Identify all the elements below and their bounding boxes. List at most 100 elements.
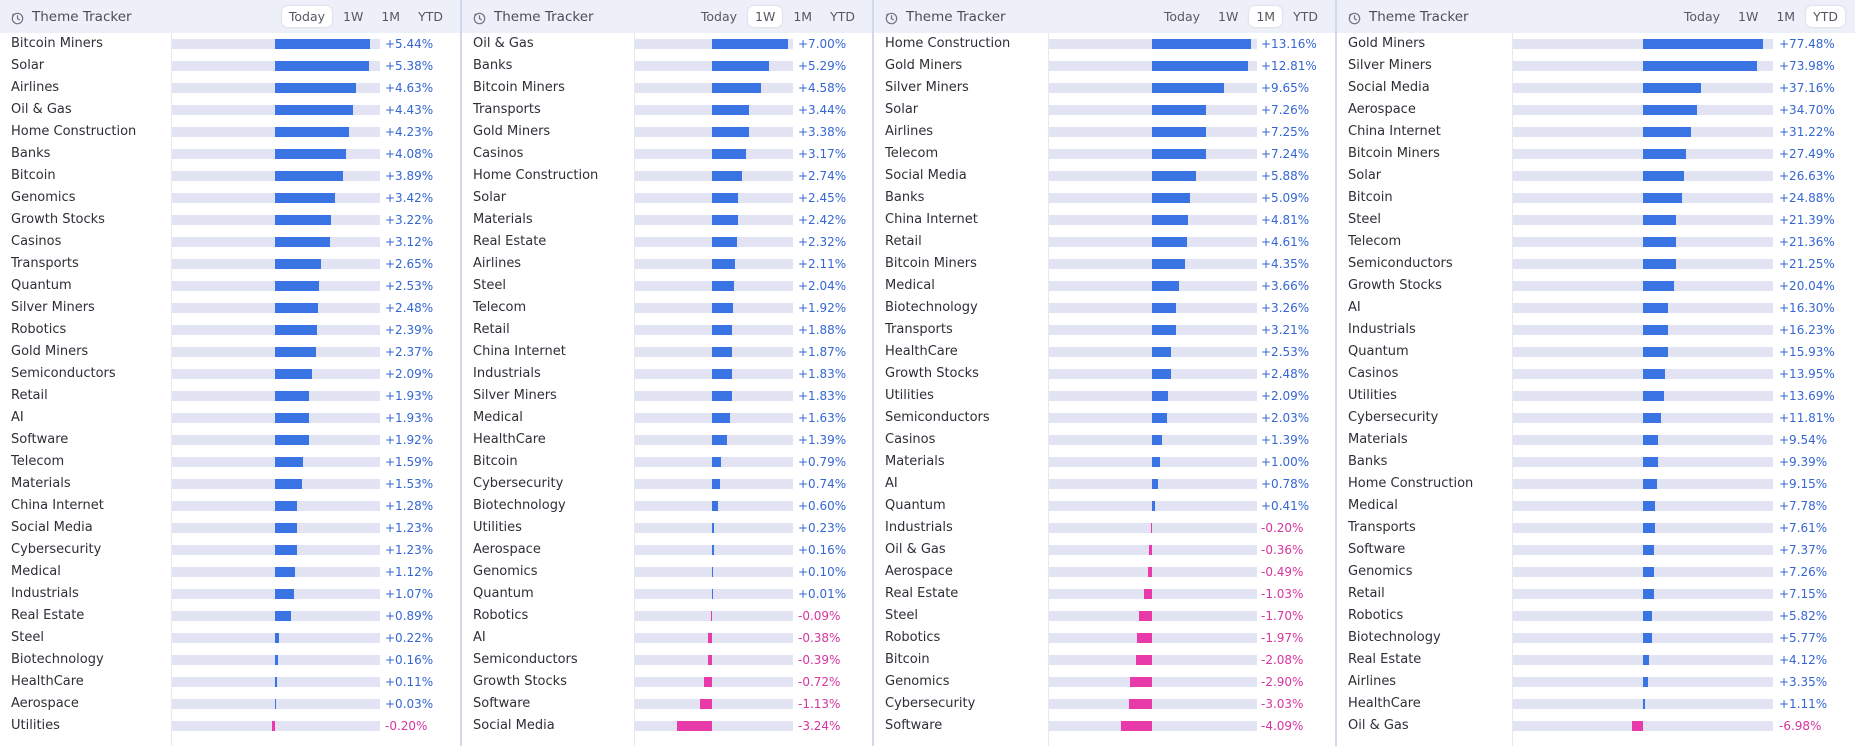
theme-row[interactable]: Home Construction +4.23% <box>0 121 460 143</box>
theme-row[interactable]: Cybersecurity -3.03% <box>874 693 1335 715</box>
theme-row[interactable]: Genomics +7.26% <box>1337 561 1855 583</box>
theme-row[interactable]: Home Construction +13.16% <box>874 33 1335 55</box>
theme-row[interactable]: Cybersecurity +11.81% <box>1337 407 1855 429</box>
theme-row[interactable]: Semiconductors +21.25% <box>1337 253 1855 275</box>
theme-row[interactable]: China Internet +1.87% <box>462 341 872 363</box>
theme-row[interactable]: Medical +3.66% <box>874 275 1335 297</box>
theme-row[interactable]: Genomics +3.42% <box>0 187 460 209</box>
theme-row[interactable]: Utilities +0.23% <box>462 517 872 539</box>
tab-1m[interactable]: 1M <box>381 9 401 24</box>
tab-today[interactable]: Today <box>1683 9 1721 24</box>
theme-row[interactable]: HealthCare +0.11% <box>0 671 460 693</box>
theme-row[interactable]: Quantum +15.93% <box>1337 341 1855 363</box>
theme-row[interactable]: China Internet +1.28% <box>0 495 460 517</box>
theme-row[interactable]: Industrials +1.83% <box>462 363 872 385</box>
theme-row[interactable]: Growth Stocks -0.72% <box>462 671 872 693</box>
theme-row[interactable]: Aerospace +0.16% <box>462 539 872 561</box>
theme-row[interactable]: Biotechnology +3.26% <box>874 297 1335 319</box>
theme-row[interactable]: Transports +3.21% <box>874 319 1335 341</box>
theme-row[interactable]: Genomics +0.10% <box>462 561 872 583</box>
theme-row[interactable]: Silver Miners +2.48% <box>0 297 460 319</box>
theme-row[interactable]: Software -4.09% <box>874 715 1335 737</box>
theme-row[interactable]: Silver Miners +73.98% <box>1337 55 1855 77</box>
theme-row[interactable]: Growth Stocks +2.48% <box>874 363 1335 385</box>
theme-row[interactable]: Biotechnology +0.16% <box>0 649 460 671</box>
theme-row[interactable]: Airlines +7.25% <box>874 121 1335 143</box>
theme-row[interactable]: Casinos +3.12% <box>0 231 460 253</box>
tab-today[interactable]: Today <box>700 9 738 24</box>
theme-row[interactable]: Airlines +2.11% <box>462 253 872 275</box>
theme-row[interactable]: Real Estate +0.89% <box>0 605 460 627</box>
theme-row[interactable]: AI +0.78% <box>874 473 1335 495</box>
theme-row[interactable]: Telecom +7.24% <box>874 143 1335 165</box>
theme-row[interactable]: Materials +1.53% <box>0 473 460 495</box>
theme-row[interactable]: HealthCare +1.11% <box>1337 693 1855 715</box>
theme-row[interactable]: Biotechnology +5.77% <box>1337 627 1855 649</box>
theme-row[interactable]: Transports +3.44% <box>462 99 872 121</box>
theme-row[interactable]: Solar +5.38% <box>0 55 460 77</box>
theme-row[interactable]: Growth Stocks +20.04% <box>1337 275 1855 297</box>
theme-row[interactable]: Bitcoin +3.89% <box>0 165 460 187</box>
theme-row[interactable]: Industrials -0.20% <box>874 517 1335 539</box>
theme-row[interactable]: Airlines +4.63% <box>0 77 460 99</box>
theme-row[interactable]: Social Media +5.88% <box>874 165 1335 187</box>
theme-row[interactable]: Bitcoin -2.08% <box>874 649 1335 671</box>
tab-1w[interactable]: 1W <box>1738 9 1759 24</box>
theme-row[interactable]: Real Estate +4.12% <box>1337 649 1855 671</box>
theme-row[interactable]: Casinos +1.39% <box>874 429 1335 451</box>
tab-1w[interactable]: 1W <box>343 9 364 24</box>
theme-row[interactable]: China Internet +4.81% <box>874 209 1335 231</box>
theme-row[interactable]: Oil & Gas -6.98% <box>1337 715 1855 737</box>
theme-row[interactable]: Telecom +1.59% <box>0 451 460 473</box>
theme-row[interactable]: Silver Miners +1.83% <box>462 385 872 407</box>
theme-row[interactable]: Software -1.13% <box>462 693 872 715</box>
theme-row[interactable]: Semiconductors +2.09% <box>0 363 460 385</box>
theme-row[interactable]: Bitcoin Miners +27.49% <box>1337 143 1855 165</box>
theme-row[interactable]: Retail +7.15% <box>1337 583 1855 605</box>
theme-row[interactable]: Aerospace +0.03% <box>0 693 460 715</box>
theme-row[interactable]: Bitcoin +24.88% <box>1337 187 1855 209</box>
theme-row[interactable]: Banks +4.08% <box>0 143 460 165</box>
theme-row[interactable]: Quantum +0.01% <box>462 583 872 605</box>
theme-row[interactable]: China Internet +31.22% <box>1337 121 1855 143</box>
theme-row[interactable]: Aerospace -0.49% <box>874 561 1335 583</box>
theme-row[interactable]: Genomics -2.90% <box>874 671 1335 693</box>
theme-row[interactable]: Biotechnology +0.60% <box>462 495 872 517</box>
theme-row[interactable]: Aerospace +34.70% <box>1337 99 1855 121</box>
theme-row[interactable]: Social Media +37.16% <box>1337 77 1855 99</box>
theme-row[interactable]: Semiconductors +2.03% <box>874 407 1335 429</box>
theme-row[interactable]: Steel -1.70% <box>874 605 1335 627</box>
theme-row[interactable]: Semiconductors -0.39% <box>462 649 872 671</box>
theme-row[interactable]: Steel +2.04% <box>462 275 872 297</box>
theme-row[interactable]: Gold Miners +2.37% <box>0 341 460 363</box>
theme-row[interactable]: Robotics -1.97% <box>874 627 1335 649</box>
theme-row[interactable]: Airlines +3.35% <box>1337 671 1855 693</box>
tab-1m[interactable]: 1M <box>793 9 813 24</box>
theme-row[interactable]: Banks +5.29% <box>462 55 872 77</box>
theme-row[interactable]: Gold Miners +77.48% <box>1337 33 1855 55</box>
theme-row[interactable]: Steel +0.22% <box>0 627 460 649</box>
theme-row[interactable]: Gold Miners +3.38% <box>462 121 872 143</box>
theme-row[interactable]: Industrials +1.07% <box>0 583 460 605</box>
theme-row[interactable]: Bitcoin Miners +5.44% <box>0 33 460 55</box>
theme-row[interactable]: Utilities +2.09% <box>874 385 1335 407</box>
theme-row[interactable]: Oil & Gas +4.43% <box>0 99 460 121</box>
theme-row[interactable]: Steel +21.39% <box>1337 209 1855 231</box>
tab-ytd[interactable]: YTD <box>418 9 443 24</box>
theme-row[interactable]: Solar +7.26% <box>874 99 1335 121</box>
theme-row[interactable]: Software +7.37% <box>1337 539 1855 561</box>
theme-row[interactable]: Social Media +1.23% <box>0 517 460 539</box>
theme-row[interactable]: Medical +1.63% <box>462 407 872 429</box>
theme-row[interactable]: Transports +7.61% <box>1337 517 1855 539</box>
tab-today[interactable]: Today <box>281 6 333 27</box>
theme-row[interactable]: Real Estate -1.03% <box>874 583 1335 605</box>
theme-row[interactable]: Casinos +13.95% <box>1337 363 1855 385</box>
theme-row[interactable]: Robotics -0.09% <box>462 605 872 627</box>
theme-row[interactable]: Medical +1.12% <box>0 561 460 583</box>
theme-row[interactable]: Materials +1.00% <box>874 451 1335 473</box>
theme-row[interactable]: Bitcoin Miners +4.58% <box>462 77 872 99</box>
tab-1w[interactable]: 1W <box>748 6 783 27</box>
tab-today[interactable]: Today <box>1163 9 1201 24</box>
theme-row[interactable]: Cybersecurity +0.74% <box>462 473 872 495</box>
theme-row[interactable]: Materials +2.42% <box>462 209 872 231</box>
